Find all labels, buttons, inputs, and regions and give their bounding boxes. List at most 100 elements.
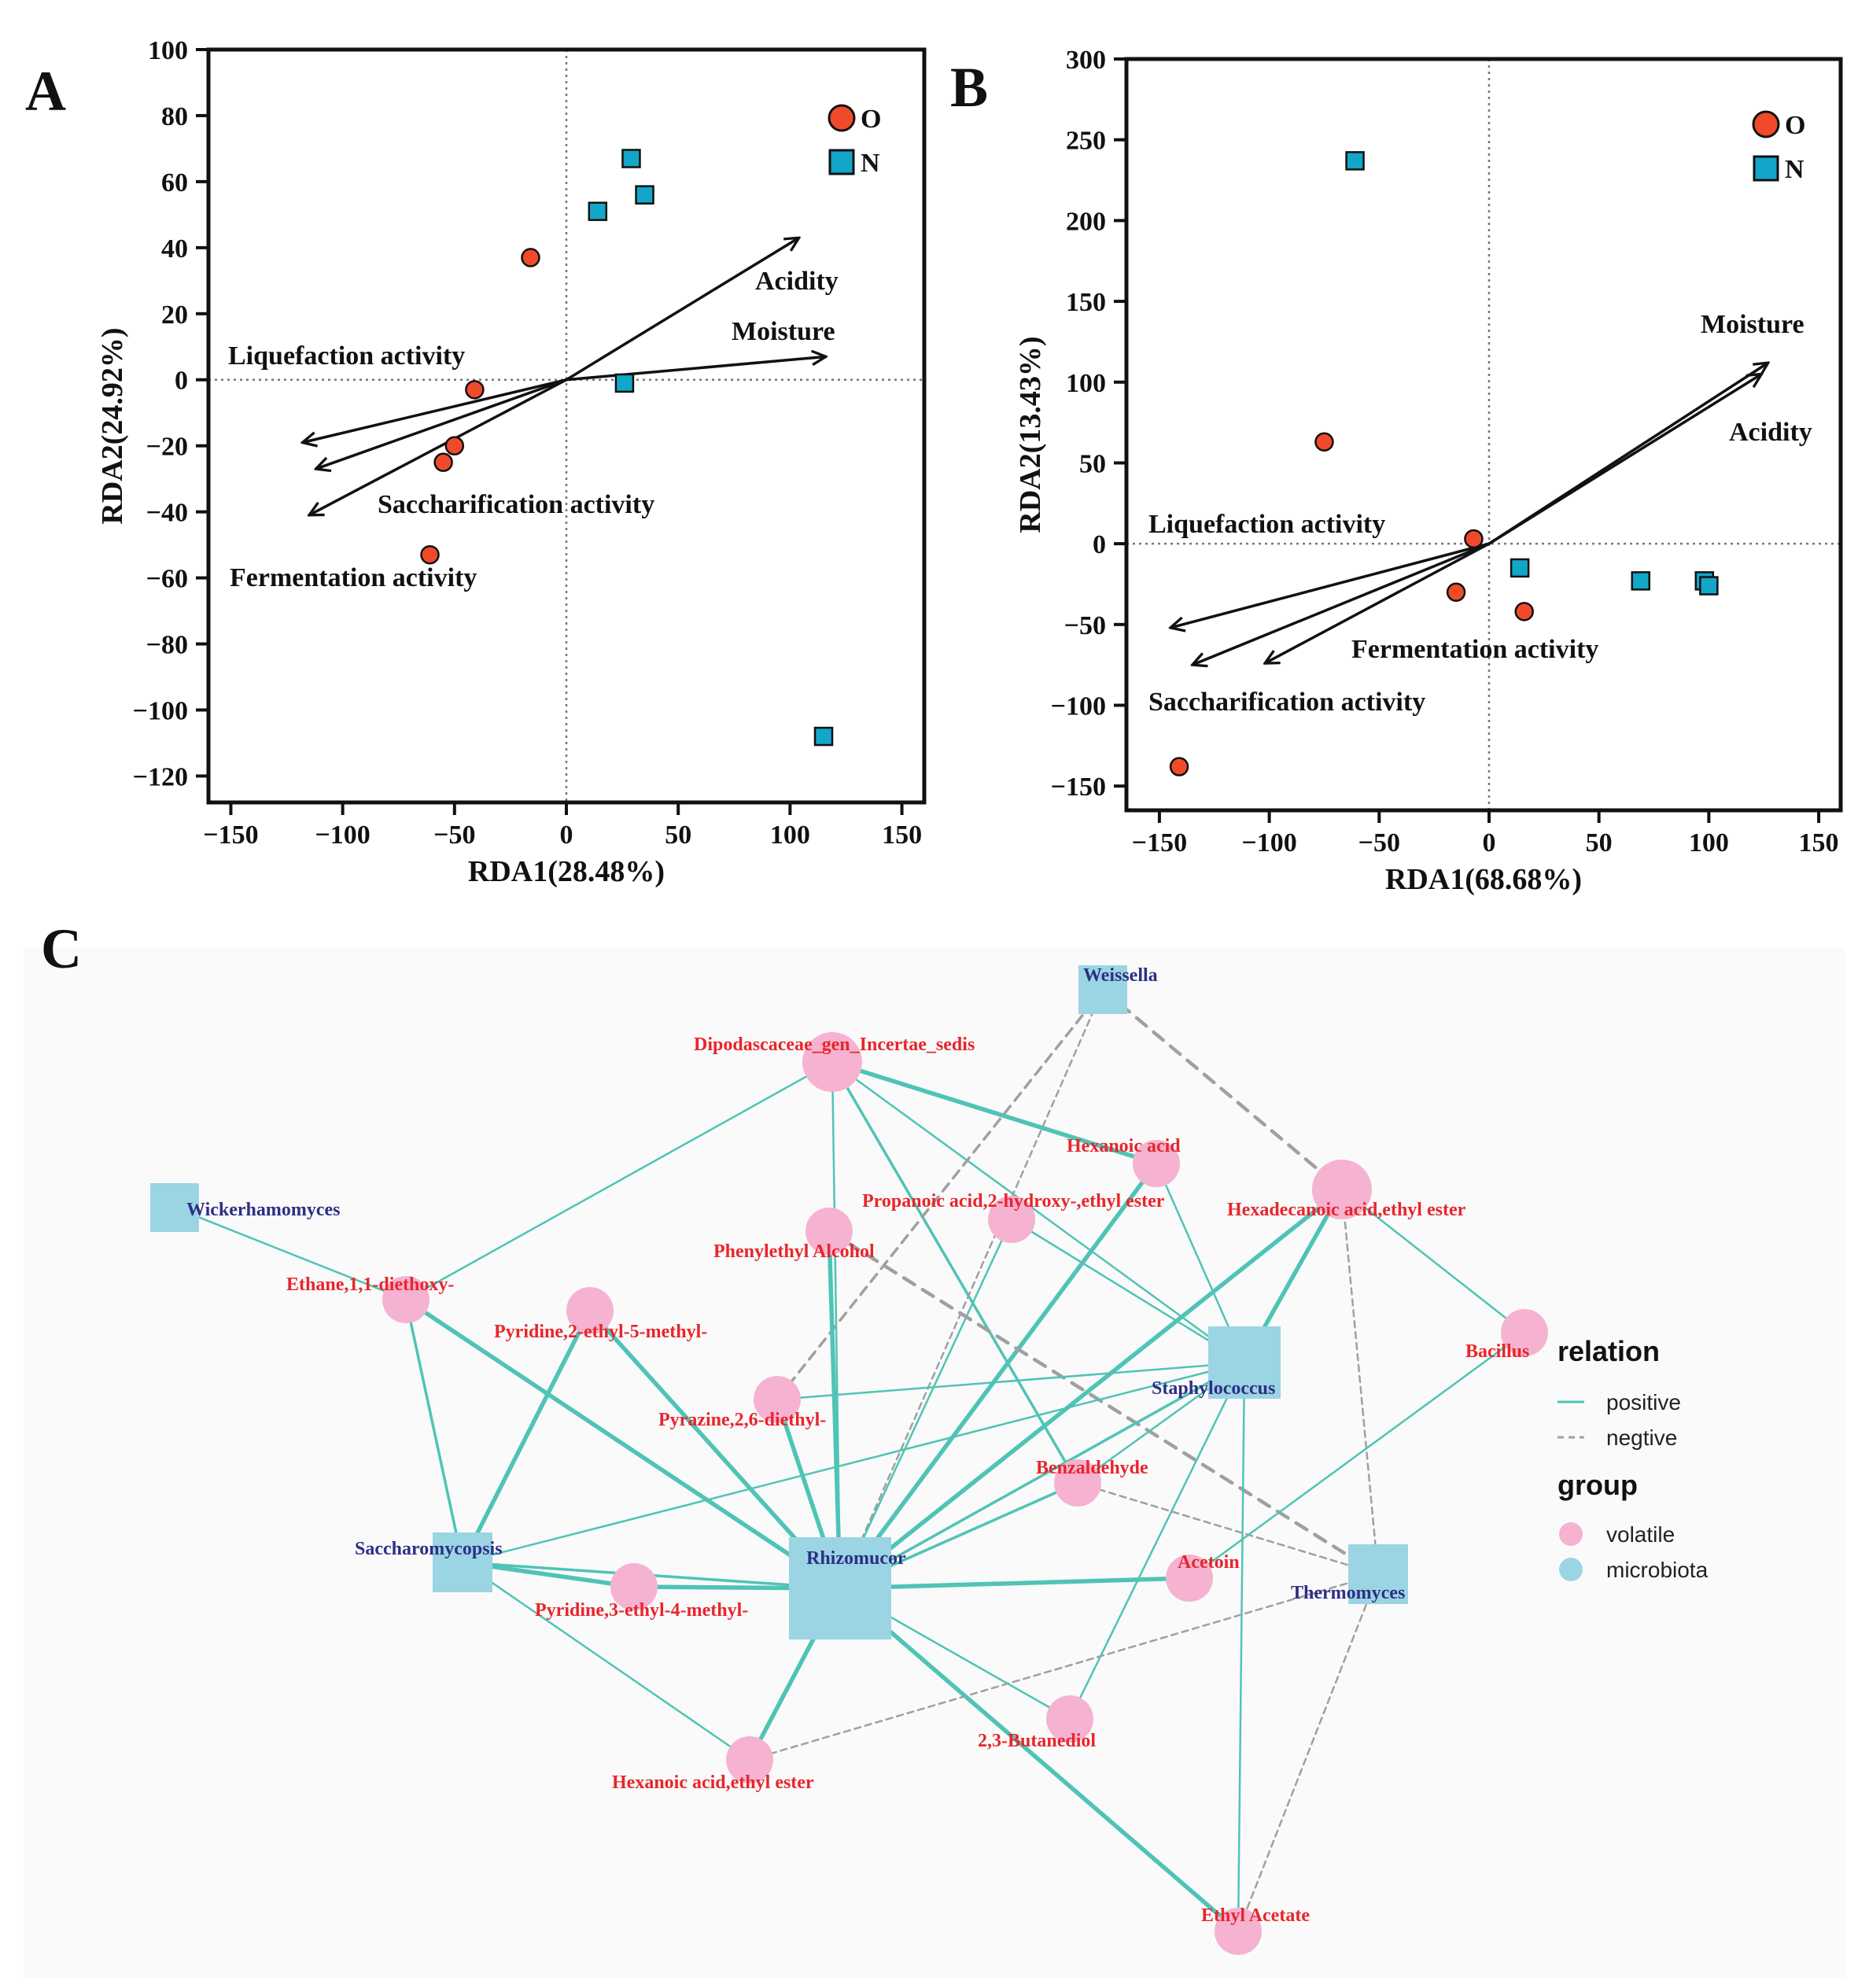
node-label-pyridine25: Pyridine,2-ethyl-5-methyl-	[494, 1322, 707, 1342]
legend-label-n-b: N	[1785, 155, 1804, 184]
y-tick-label-b: 100	[1066, 369, 1106, 398]
arrow-label-moisture-b: Moisture	[1701, 310, 1804, 339]
arrow-label-fermentation-activity-a: Fermentation activity	[230, 563, 477, 592]
y-tick-label-a: −60	[146, 565, 188, 594]
y-axis-title-a: RDA2(24.92%)	[96, 327, 129, 524]
edge-negtive-thermomyces-hexanoicester	[748, 1573, 1380, 1761]
arrow-label-acidity-a: Acidity	[755, 267, 839, 296]
node-pyrazine	[754, 1376, 801, 1423]
legend-marker-n-a	[828, 149, 855, 175]
edge-positive-staphylococcus-butanediol	[1068, 1361, 1246, 1721]
node-ethylacetate	[1215, 1908, 1262, 1955]
y-tick-label-a: −20	[146, 433, 188, 462]
arrow-liquefaction-activity-a	[302, 378, 567, 443]
rda-plot-a: A −150 −100 −50 0 50 100 150 100 80 60 40 20 0 −20 −40…	[25, 36, 927, 888]
edge-positive-propanoic-rhizomucor	[839, 1218, 1013, 1590]
node-label-hexanoic: Hexanoic acid	[1067, 1136, 1181, 1156]
y-tick-label-a: 20	[161, 301, 188, 330]
x-tick-label-a: 0	[560, 821, 573, 850]
node-pyridine25	[566, 1287, 614, 1334]
node-label-ethylacetate: Ethyl Acetate	[1201, 1905, 1310, 1926]
y-tick-label-a: 40	[161, 234, 188, 264]
node-rhizomucor	[789, 1537, 891, 1639]
network-legend: relation positive negtive group volatile…	[1558, 1335, 1709, 1582]
node-label-dipodascaceae: Dipodascaceae_gen_Incertae_sedis	[694, 1035, 975, 1055]
node-ethane	[382, 1276, 429, 1323]
node-label-acetoin: Acetoin	[1178, 1552, 1240, 1573]
point-n-a	[635, 185, 654, 205]
correlation-network-c: C Weissella Wickerhamomyces Staphylococcus…	[24, 917, 1845, 1979]
edge-positive-acetoin-bacillus	[1188, 1331, 1526, 1580]
node-propanoic	[988, 1196, 1035, 1243]
edge-positive-pyrazine-staphylococcus	[776, 1361, 1246, 1401]
edge-positive-wickerhamomyces-ethane	[173, 1206, 407, 1301]
panel-letter-b: B	[950, 56, 988, 119]
point-o-a	[521, 248, 540, 267]
arrow-fermentation-activity-a	[309, 378, 567, 515]
node-acetoin	[1166, 1555, 1213, 1602]
edge-positive-saccharomycopsis-hexanoicester	[461, 1561, 751, 1761]
point-o-b	[1464, 529, 1484, 549]
y-tick-label-b: −100	[1051, 692, 1106, 721]
edge-positive-rhizomucor-ethylacetate	[838, 1586, 1240, 1934]
legend-label-o-b: O	[1785, 111, 1805, 140]
node-bacillus	[1501, 1309, 1548, 1356]
y-tick-label-a: −80	[146, 631, 188, 660]
panel-letter-a: A	[25, 60, 66, 123]
point-n-b	[1345, 151, 1365, 171]
edge-positive-staphylococcus-ethylacetate	[1237, 1361, 1246, 1933]
legend-marker-o-b	[1752, 110, 1780, 138]
point-n-a	[813, 726, 834, 747]
edge-positive-hexadecanoic-bacillus	[1340, 1188, 1526, 1334]
node-label-saccharomycopsis: Saccharomycopsis	[355, 1539, 503, 1559]
y-tick-label-a: −40	[146, 499, 188, 528]
arrow-label-liquefaction-activity-b: Liquefaction activity	[1148, 510, 1385, 539]
arrow-label-liquefaction-activity-a: Liquefaction activity	[228, 341, 465, 371]
x-axis-title-a: RDA1(28.48%)	[468, 855, 665, 888]
node-label-butanediol: 2,3-Butanediol	[978, 1731, 1096, 1751]
node-hexanoicester	[726, 1736, 773, 1783]
x-axis-title-b: RDA1(68.68%)	[1385, 863, 1582, 896]
arrow-acidity-b	[1488, 374, 1761, 545]
edge-negtive-benzaldehyde-thermomyces	[1076, 1481, 1380, 1576]
edge-positive-saccharomycopsis-staphylococcus	[461, 1361, 1246, 1564]
x-tick-label-a: −150	[203, 821, 258, 850]
node-label-staphylococcus: Staphylococcus	[1152, 1378, 1275, 1399]
arrow-label-moisture-a: Moisture	[732, 317, 835, 346]
plot-frame-a	[206, 47, 927, 805]
point-n-b	[1699, 576, 1719, 596]
edge-positive-staphylococcus-rhizomucor	[839, 1361, 1246, 1590]
node-label-ethane: Ethane,1,1-diethoxy-	[286, 1274, 454, 1295]
edge-positive-rhizomucor-acetoin	[838, 1576, 1192, 1591]
edge-positive-dipodascaceae-hexanoic	[830, 1060, 1159, 1166]
node-label-pyridine34: Pyridine,3-ethyl-4-methyl-	[535, 1600, 748, 1621]
edge-negtive-hexadecanoic-thermomyces	[1340, 1188, 1380, 1576]
node-butanediol	[1046, 1695, 1093, 1743]
point-n-a	[621, 149, 641, 168]
point-n-a	[588, 201, 608, 221]
x-tick-label-a: −100	[315, 821, 370, 850]
node-phenylethyl	[805, 1208, 853, 1255]
legend-relation-title: relation	[1558, 1335, 1660, 1367]
node-saccharomycopsis	[433, 1532, 492, 1592]
y-tick-label-a: −100	[133, 696, 188, 725]
node-hexadecanoic	[1312, 1160, 1372, 1219]
point-n-a	[614, 373, 635, 393]
x-tick-label-b: −100	[1241, 828, 1296, 858]
edge-positive-hexadecanoic-rhizomucor	[838, 1187, 1344, 1591]
node-label-thermomyces: Thermomyces	[1291, 1583, 1405, 1603]
edge-negtive-weissella-rhizomucor	[839, 988, 1104, 1590]
x-tick-label-a: −50	[433, 821, 475, 850]
edge-positive-ethane-saccharomycopsis	[404, 1298, 464, 1564]
point-o-b	[1169, 757, 1189, 776]
node-benzaldehyde	[1054, 1459, 1101, 1507]
legend-marker-o-a	[828, 104, 856, 132]
point-o-b	[1314, 432, 1334, 452]
point-o-b	[1514, 602, 1534, 621]
node-thermomyces	[1348, 1544, 1408, 1604]
legend-label-o-a: O	[861, 105, 881, 134]
node-label-hexadecanoic: Hexadecanoic acid,ethyl ester	[1227, 1200, 1466, 1220]
edge-negtive-weissella-hexadecanoic	[1100, 987, 1344, 1192]
point-o-b	[1446, 582, 1466, 602]
